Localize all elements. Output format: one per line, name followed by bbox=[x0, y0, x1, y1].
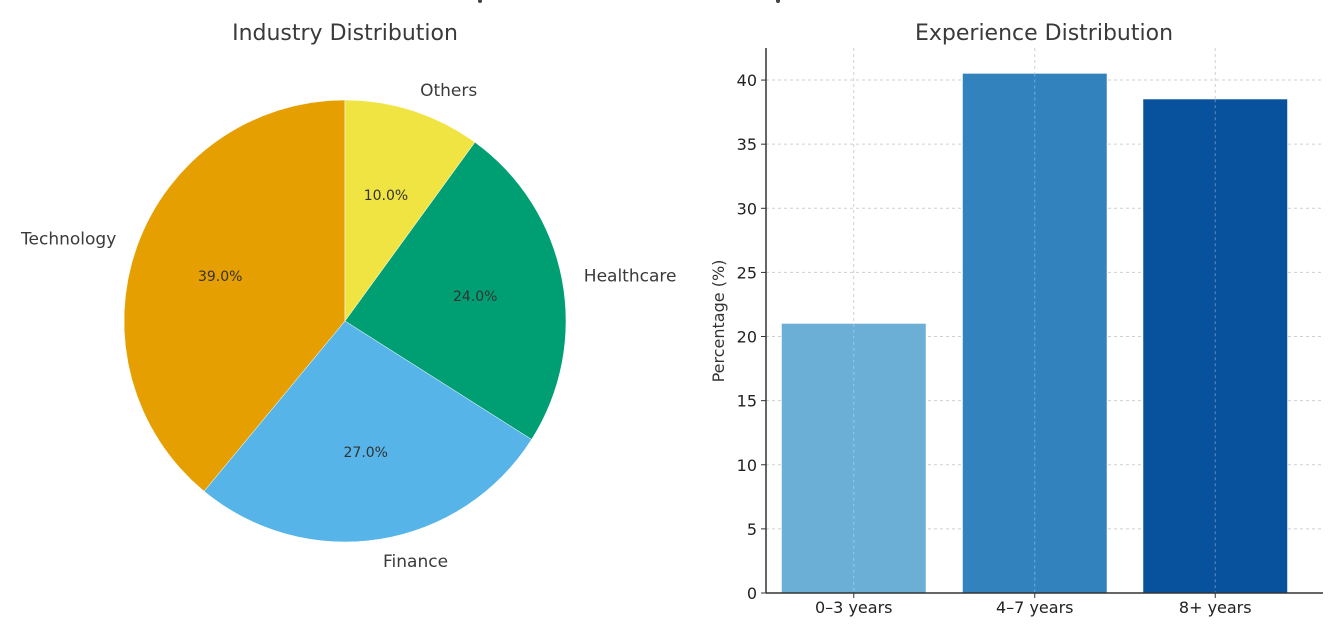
pie-label-technology: Technology bbox=[20, 230, 116, 250]
y-axis-label: Percentage (%) bbox=[709, 260, 728, 383]
y-tick-label: 25 bbox=[737, 263, 757, 282]
pie-label-others: Others bbox=[420, 81, 477, 101]
bar-title: Experience Distribution bbox=[915, 21, 1173, 46]
y-tick-label: 35 bbox=[737, 135, 757, 154]
y-tick-label: 5 bbox=[747, 520, 757, 539]
pie-label-finance: Finance bbox=[383, 552, 448, 572]
pie-slice-healthcare bbox=[344, 141, 567, 440]
x-tick-label: 0–3 years bbox=[815, 598, 892, 617]
pie-pct-label-technology: 39.0% bbox=[198, 269, 242, 285]
pie-pct-label-finance: 27.0% bbox=[344, 445, 388, 461]
pie-slice-others bbox=[344, 99, 476, 322]
bar-4-7-years bbox=[962, 73, 1107, 594]
pie-pct-label-others: 10.0% bbox=[364, 188, 408, 204]
bar-8-years bbox=[1143, 99, 1288, 593]
suptitle-fragment bbox=[776, 0, 780, 3]
x-tick-label: 4–7 years bbox=[996, 598, 1073, 617]
y-tick-label: 20 bbox=[737, 328, 757, 347]
pie-label-healthcare: Healthcare bbox=[584, 266, 677, 286]
pie-slice-finance bbox=[203, 320, 532, 543]
pie-slice-technology bbox=[123, 99, 346, 492]
x-tick-label: 8+ years bbox=[1179, 598, 1252, 617]
suptitle-fragment bbox=[478, 0, 482, 3]
y-tick-label: 15 bbox=[737, 392, 757, 411]
y-tick-label: 10 bbox=[737, 456, 757, 475]
pie-title: Industry Distribution bbox=[232, 21, 458, 46]
industry-pie-chart: Industry Distribution Technology 39.0% Fin… bbox=[20, 21, 676, 572]
y-tick-label: 30 bbox=[737, 199, 757, 218]
bar-0-3-years bbox=[781, 323, 926, 593]
experience-bar-chart: Experience Distribution 0 5 10 15 20 25 30 35 40… bbox=[709, 21, 1323, 617]
y-tick-label: 0 bbox=[747, 584, 757, 603]
y-tick-label: 40 bbox=[737, 71, 757, 90]
pie-pct-label-healthcare: 24.0% bbox=[453, 289, 497, 305]
